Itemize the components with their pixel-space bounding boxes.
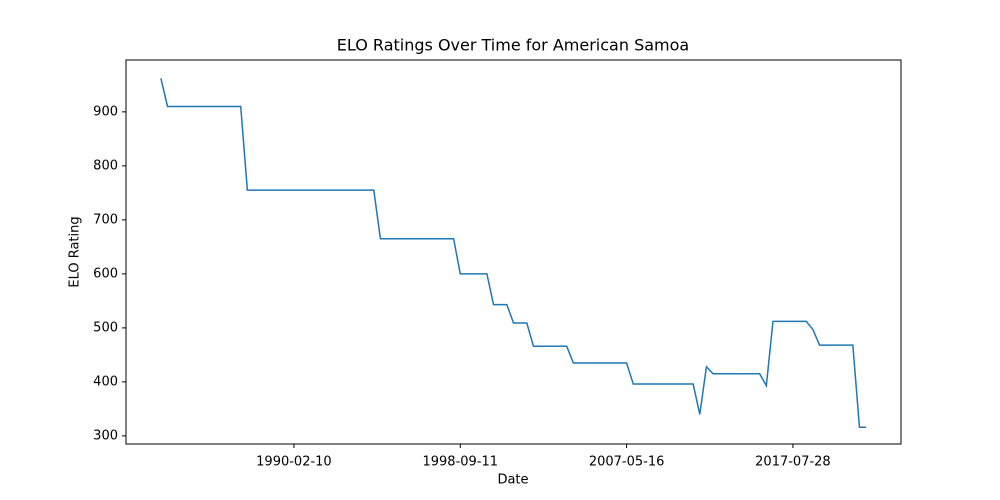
x-tick-label: 2017-07-28 xyxy=(755,455,831,470)
x-tick-label: 1998-09-11 xyxy=(422,455,498,470)
chart-title: ELO Ratings Over Time for American Samoa xyxy=(337,36,689,55)
y-tick-label: 300 xyxy=(93,428,118,443)
x-tick-label: 2007-05-16 xyxy=(589,455,665,470)
data-line xyxy=(160,78,867,429)
x-tick-label: 1990-02-10 xyxy=(256,455,332,470)
y-axis-label: ELO Rating xyxy=(68,216,83,287)
x-axis-label: Date xyxy=(497,473,528,488)
y-tick-label: 700 xyxy=(93,212,118,227)
y-tick-label: 400 xyxy=(93,374,118,389)
plot-frame xyxy=(125,59,902,445)
y-tick-label: 500 xyxy=(93,320,118,335)
y-tick-label: 600 xyxy=(93,266,118,281)
y-tick-label: 900 xyxy=(93,104,118,119)
y-tick-label: 800 xyxy=(93,158,118,173)
